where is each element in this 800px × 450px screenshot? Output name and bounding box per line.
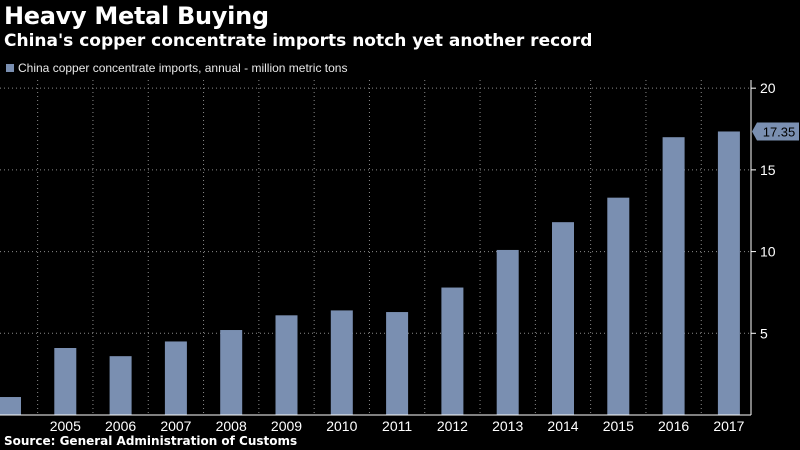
x-tick-label: 2016: [658, 418, 689, 434]
bar-2004: [0, 397, 21, 415]
legend-swatch: [6, 64, 14, 72]
y-tick-label: 15: [760, 162, 776, 178]
bar-2012: [441, 287, 464, 415]
value-callout-label: 17.35: [763, 124, 796, 139]
y-tick-label: 5: [760, 325, 768, 341]
x-tick-label: 2008: [216, 418, 247, 434]
x-tick-label: 2012: [437, 418, 468, 434]
value-callout: [752, 122, 799, 141]
bar-2008: [220, 330, 243, 415]
chart-subtitle: China's copper concentrate imports notch…: [4, 31, 593, 51]
x-tick-label: 2007: [160, 418, 191, 434]
x-tick-label: 2009: [271, 418, 302, 434]
bar-2011: [386, 312, 409, 415]
bar-2017: [717, 131, 740, 415]
x-tick-label: 2013: [492, 418, 523, 434]
source-note: Source: General Administration of Custom…: [4, 434, 298, 448]
y-tick-label: 10: [760, 244, 776, 260]
bar-2013: [496, 249, 519, 415]
legend: China copper concentrate imports, annual…: [6, 61, 347, 75]
x-tick-label: 2011: [382, 418, 412, 434]
x-tick-label: 2014: [547, 418, 578, 434]
x-tick-label: 2017: [713, 418, 744, 434]
bar-2007: [164, 341, 187, 415]
chart-title: Heavy Metal Buying: [4, 2, 269, 30]
y-tick-label: 20: [760, 80, 776, 96]
bar-2005: [54, 348, 77, 415]
x-tick-label: 2006: [105, 418, 136, 434]
legend-label: China copper concentrate imports, annual…: [18, 61, 348, 75]
bar-2014: [552, 222, 574, 415]
x-tick-label: 2005: [50, 418, 81, 434]
bar-2010: [330, 310, 353, 415]
bar-2016: [662, 137, 685, 415]
x-tick-label: 2015: [603, 418, 634, 434]
x-tick-label: 2010: [326, 418, 357, 434]
bar-2009: [275, 315, 298, 415]
bar-2015: [607, 197, 630, 415]
bar-2006: [109, 356, 132, 415]
